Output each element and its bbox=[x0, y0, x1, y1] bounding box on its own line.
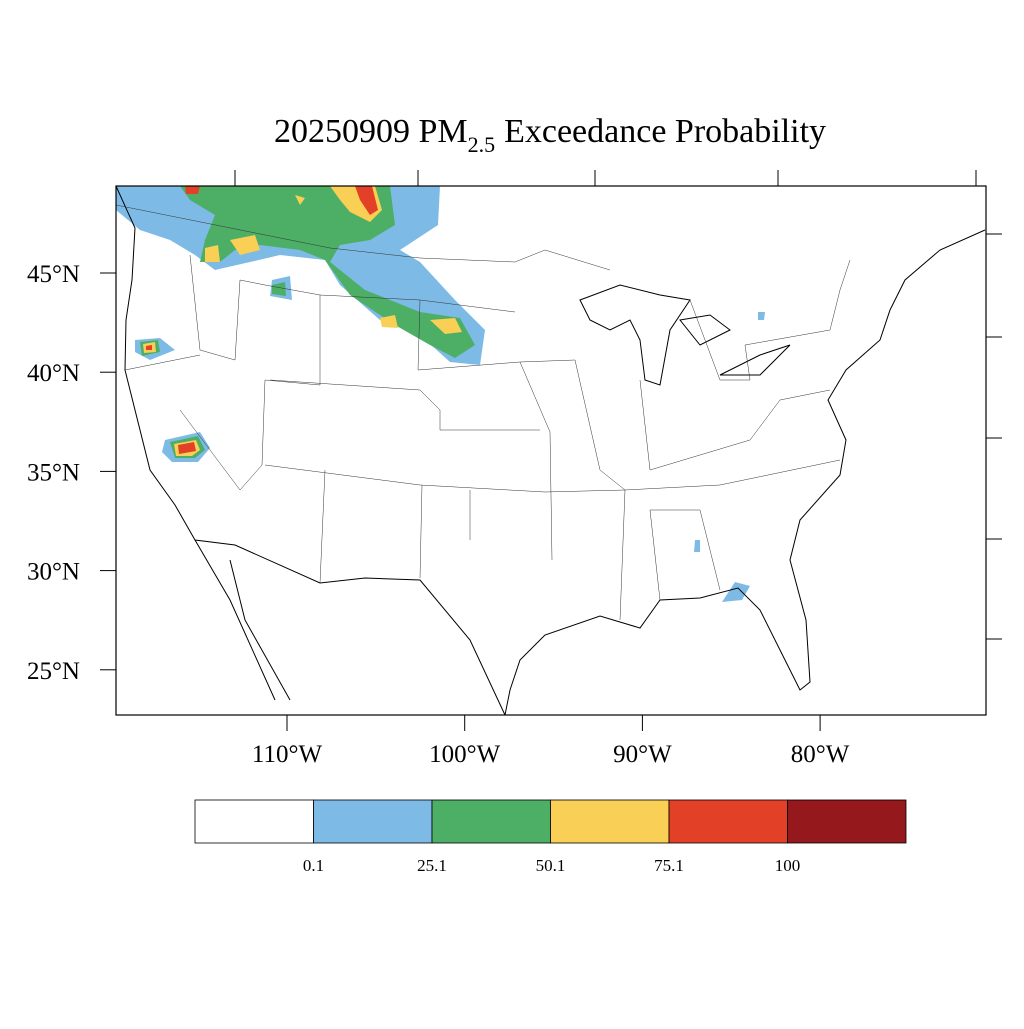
probability-field bbox=[116, 186, 765, 602]
title-subscript: 2.5 bbox=[468, 132, 496, 157]
title-rest: Exceedance Probability bbox=[504, 113, 826, 150]
lon-tick-label: 80°W bbox=[791, 741, 850, 768]
map-frame bbox=[115, 185, 987, 716]
colorbar-label: 100 bbox=[775, 856, 801, 875]
frame-ticks bbox=[234, 170, 1002, 640]
colorbar-box bbox=[194, 799, 314, 844]
lat-tick-label: 45°N bbox=[27, 261, 80, 288]
map-title: 20250909 PM2.5 Exceedance Probability bbox=[274, 113, 826, 157]
colorbar-box bbox=[431, 799, 551, 844]
colorbar-label: 25.1 bbox=[417, 856, 447, 875]
field-region bbox=[146, 345, 196, 454]
title-main: 20250909 PM bbox=[274, 113, 468, 150]
lon-tick-label: 90°W bbox=[613, 741, 672, 768]
lat-tick-label: 25°N bbox=[27, 658, 80, 685]
colorbar-box bbox=[550, 799, 670, 844]
colorbar-box bbox=[668, 799, 788, 844]
field-region bbox=[140, 282, 286, 458]
field-region bbox=[180, 186, 475, 358]
lon-tick-label: 100°W bbox=[429, 741, 500, 768]
state-borders bbox=[115, 204, 851, 621]
lat-tick-label: 40°N bbox=[27, 360, 80, 387]
colorbar-label: 75.1 bbox=[654, 856, 684, 875]
field-region bbox=[185, 186, 378, 215]
colorbar-label: 50.1 bbox=[536, 856, 566, 875]
colorbar-box bbox=[313, 799, 433, 844]
lat-tick-label: 35°N bbox=[27, 459, 80, 486]
colorbar-box bbox=[787, 799, 907, 844]
colorbar-label: 0.1 bbox=[303, 856, 324, 875]
lon-tick-label: 110°W bbox=[252, 741, 323, 768]
lat-tick-label: 30°N bbox=[27, 559, 80, 586]
colorbar: 0.1 25.1 50.1 75.1 100 bbox=[194, 799, 907, 875]
